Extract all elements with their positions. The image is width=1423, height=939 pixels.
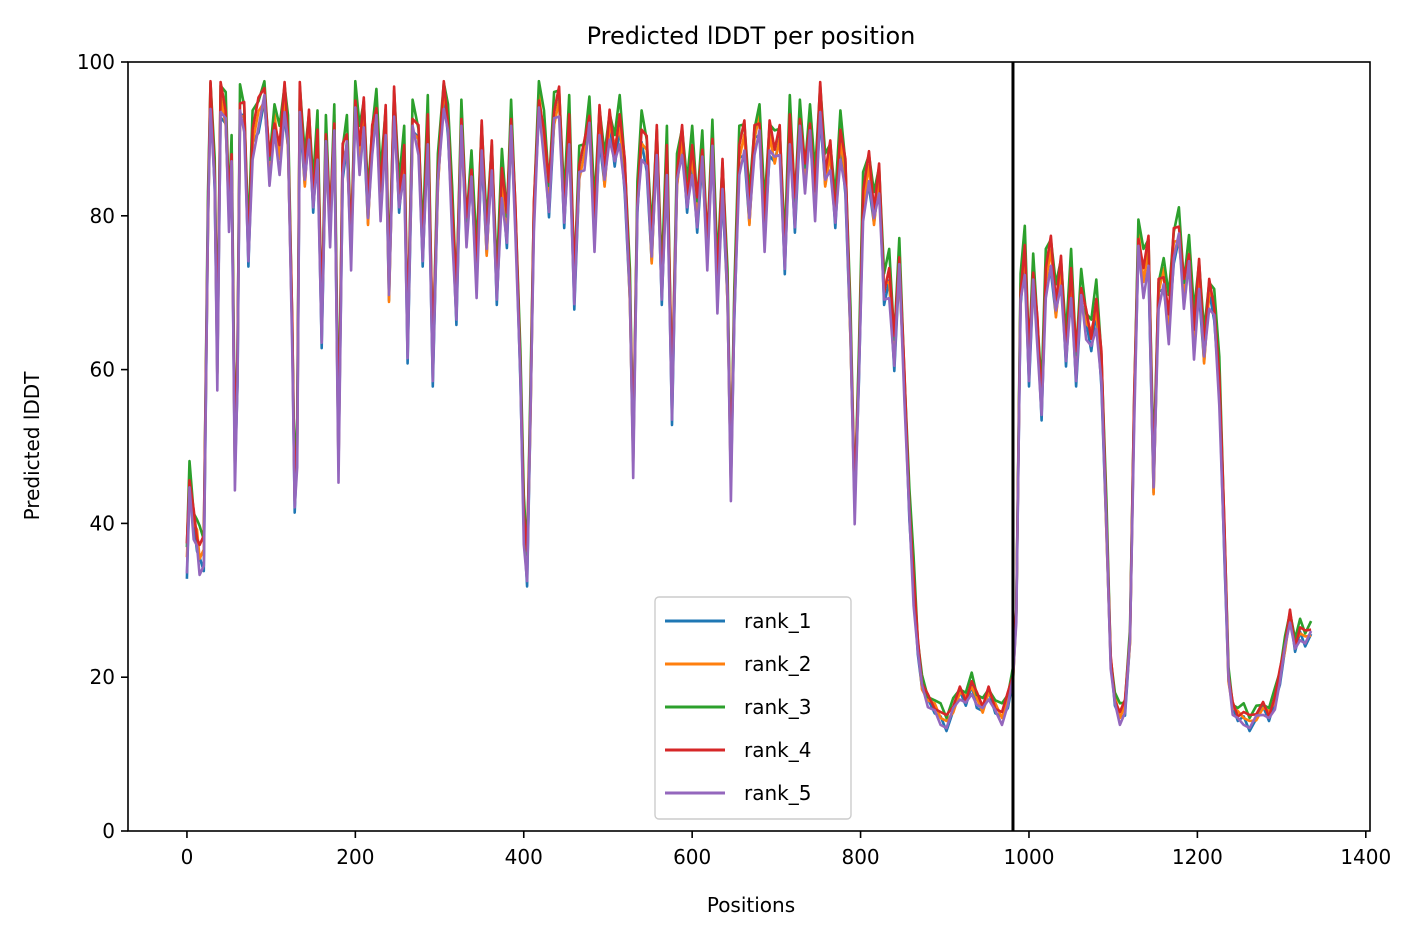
series-line-rank_5 <box>185 93 1313 730</box>
legend-label-rank_2: rank_2 <box>744 652 811 676</box>
legend-label-rank_1: rank_1 <box>744 609 811 633</box>
plot-lines <box>185 79 1313 733</box>
x-tick-label: 1400 <box>1340 845 1391 869</box>
x-tick-label: 200 <box>336 845 374 869</box>
y-tick-label: 0 <box>102 819 115 843</box>
x-tick-label: 0 <box>181 845 194 869</box>
x-tick-label: 1200 <box>1172 845 1223 869</box>
plot-frame <box>127 61 1371 832</box>
x-tick-label: 800 <box>841 845 879 869</box>
y-tick-label: 20 <box>90 665 115 689</box>
legend-label-rank_4: rank_4 <box>744 738 811 762</box>
legend: rank_1 rank_2 rank_3 rank_4 rank_5 <box>654 596 852 820</box>
legend-box <box>654 596 852 820</box>
y-tick-label: 40 <box>90 511 115 535</box>
y-tick-label: 60 <box>90 358 115 382</box>
x-tick-label: 1000 <box>1004 845 1055 869</box>
y-tick-label: 100 <box>77 50 115 74</box>
legend-label-rank_5: rank_5 <box>744 781 811 805</box>
chart-title: Predicted lDDT per position <box>587 22 916 50</box>
legend-label-rank_3: rank_3 <box>744 695 811 719</box>
y-axis-label: Predicted lDDT <box>20 371 44 521</box>
x-tick-label: 400 <box>505 845 543 869</box>
x-axis-label: Positions <box>707 893 795 917</box>
y-tick-label: 80 <box>90 204 115 228</box>
axes: 0 200 400 600 800 1000 1200 1400 0 20 40 60 80 100 <box>77 50 1391 869</box>
x-tick-label: 600 <box>673 845 711 869</box>
